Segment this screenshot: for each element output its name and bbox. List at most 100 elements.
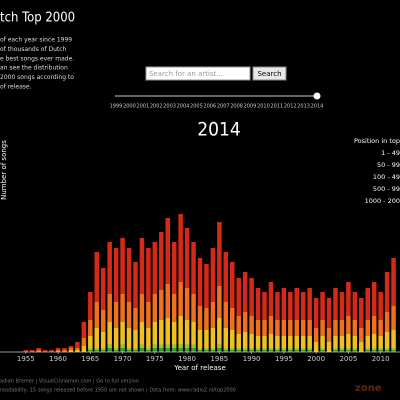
bar-segment [100,332,106,348]
bar-segment [126,328,132,348]
bar-segment [384,332,390,348]
bar-segment [75,350,80,352]
bar-segment [197,330,203,348]
bar-segment [113,328,119,348]
bar-segment [191,322,196,344]
bar-segment [139,238,145,294]
x-axis-label: Year of release [173,364,226,372]
bar-segment [94,302,100,328]
slider-year: 2009 [244,104,257,110]
bar-segment [191,294,196,322]
slider-year: 2008 [230,104,243,110]
bar-segment [288,336,293,348]
bar-segment [339,320,345,336]
x-tick-label: 2000 [307,355,325,363]
bar-segment [352,336,358,348]
bar-segment [294,348,300,350]
bar-segment [275,320,280,336]
search-input[interactable] [145,66,251,81]
legend-label: 1000 - 200 [365,197,400,205]
bar-segment [113,248,119,302]
bar-segment [191,344,196,348]
bar-segment [100,348,106,350]
bar-segment [313,328,319,342]
description-line: e best songs ever made. [0,55,74,62]
bar-segment [152,344,158,348]
bar-segment [184,348,190,352]
bars [23,214,396,352]
bar-segment [371,334,377,348]
bar-segment [268,282,274,316]
description-line: 2000 songs according to [0,74,74,81]
bar-segment [62,348,67,350]
bar-segment [152,348,158,352]
bar-segment [255,348,261,350]
bar-segment [133,348,138,350]
bar-segment [75,342,80,348]
bar-segment [326,342,332,352]
bar-segment [165,348,170,352]
bar-segment [300,350,306,352]
bar-segment [255,350,261,352]
bar-segment [378,292,383,320]
description-line: of thousands of Dutch [0,46,67,53]
bar-segment [55,350,61,352]
bar-segment [242,350,248,352]
slider-year: 1999 [110,104,123,110]
bar-segment [120,238,125,294]
bar-segment [236,350,241,352]
bar-segment [113,350,119,352]
bar-segment [371,316,377,334]
bar-segment [133,308,138,330]
bar-segment [242,332,248,348]
search-button[interactable] [252,66,287,81]
bar-segment [313,342,319,352]
x-tick-label: 1955 [17,355,35,363]
bar-segment [275,336,280,348]
bar-segment [320,348,325,350]
bar-segment [300,320,306,336]
bar-segment [262,292,267,320]
bar-segment [320,350,325,352]
bar-segment [346,348,351,350]
bar-segment [359,342,364,352]
chart-title: 2014 [197,119,241,141]
watermark: zone [355,383,382,394]
bar-segment [236,278,241,316]
bar-segment [81,338,87,346]
bar-segment [165,318,170,344]
bar-segment [68,346,74,348]
bar-segment [197,258,203,306]
bar-segment [204,264,209,308]
bar-segment [178,316,183,344]
bar-segment [339,350,345,352]
bar-segment [152,294,158,322]
x-tick-label: 1980 [178,355,196,363]
bar-segment [249,350,254,352]
bar-segment [307,348,312,350]
bar-segment [391,330,396,348]
bar-segment [88,320,93,336]
bar-segment [68,350,74,352]
bar-segment [120,348,125,352]
bar-segment [288,350,293,352]
bar-segment [281,348,287,350]
bar-segment [210,302,216,328]
bar-segment [107,322,112,344]
bar-segment [223,350,229,352]
bar-segment [210,328,216,348]
bar-segment [236,316,241,334]
slider-year: 2010 [257,104,270,110]
x-tick-label: 2010 [372,355,390,363]
description-line: of each year since 1999 [0,37,72,44]
bar-segment [88,336,93,348]
slider-handle[interactable] [313,92,321,100]
bar-segment [36,350,41,352]
bar-segment [30,350,35,352]
bar-segment [204,348,209,350]
bar-segment [171,294,177,322]
bar-segment [146,328,151,348]
bar-segment [126,350,132,352]
bar-segment [113,348,119,350]
bar-segment [171,242,177,294]
